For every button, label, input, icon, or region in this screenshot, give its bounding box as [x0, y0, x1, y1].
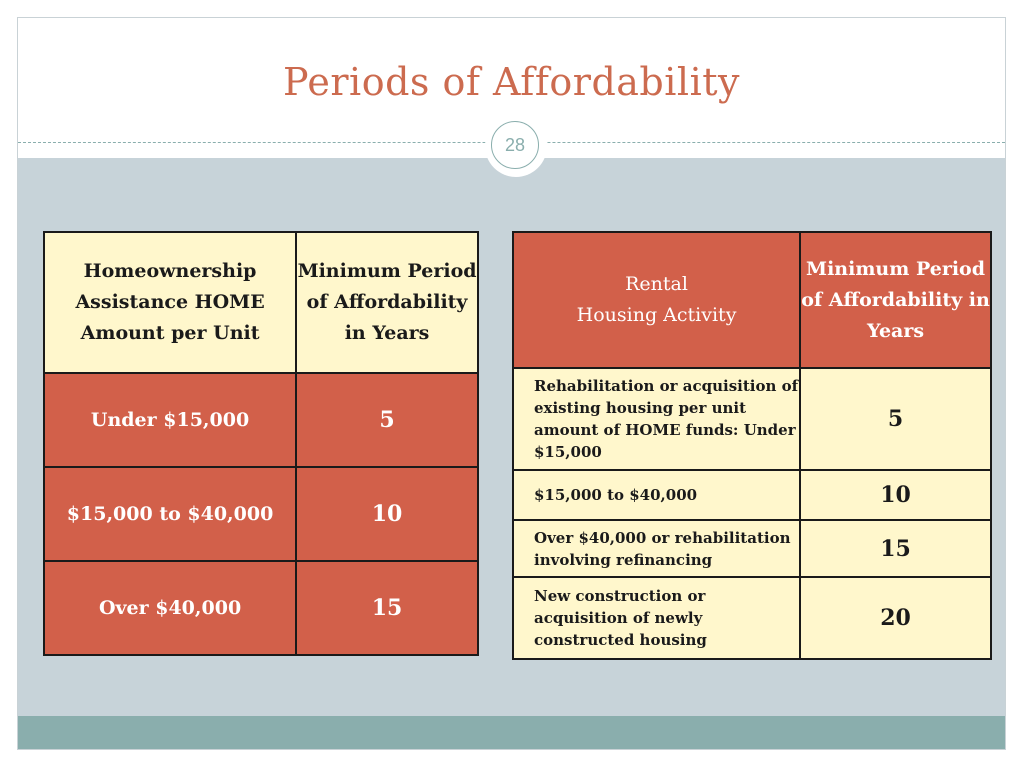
table-row: $15,000 to $40,000 10 — [42, 466, 479, 562]
rental-table: Rental Housing Activity Minimum Period o… — [511, 231, 992, 660]
table-row: New construction or acquisition of newly… — [511, 576, 992, 660]
years-cell: 20 — [799, 576, 992, 660]
years-cell: 10 — [295, 466, 479, 562]
page-number-badge: 28 — [485, 115, 547, 177]
header-rental-line1: Rental — [625, 273, 688, 295]
header-rental-activity: Rental Housing Activity — [511, 231, 802, 369]
table-header-row: Homeownership Assistance HOME Amount per… — [42, 231, 479, 374]
page-number: 28 — [491, 121, 539, 169]
table-row: Rehabilitation or acquisition of existin… — [511, 367, 992, 471]
header-rental-line2: Housing Activity — [576, 304, 737, 326]
activity-cell: New construction or acquisition of newly… — [511, 576, 802, 660]
amount-cell: Over $40,000 — [42, 560, 298, 656]
header-minimum-period: Minimum Period of Affordability in Years — [295, 231, 479, 374]
slide-title: Periods of Affordability — [283, 60, 740, 104]
slide: Periods of Affordability 28 Homeownershi… — [17, 17, 1006, 750]
years-cell: 15 — [799, 519, 992, 578]
table-row: Under $15,000 5 — [42, 372, 479, 468]
activity-cell: Over $40,000 or rehabilitation involving… — [511, 519, 802, 578]
header-amount-per-unit: Homeownership Assistance HOME Amount per… — [42, 231, 298, 374]
activity-cell: Rehabilitation or acquisition of existin… — [511, 367, 802, 471]
footer-band — [18, 716, 1005, 749]
years-cell: 5 — [295, 372, 479, 468]
table-header-row: Rental Housing Activity Minimum Period o… — [511, 231, 992, 369]
years-cell: 15 — [295, 560, 479, 656]
amount-cell: Under $15,000 — [42, 372, 298, 468]
activity-cell: $15,000 to $40,000 — [511, 469, 802, 521]
amount-cell: $15,000 to $40,000 — [42, 466, 298, 562]
years-cell: 5 — [799, 367, 992, 471]
table-row: Over $40,000 or rehabilitation involving… — [511, 519, 992, 578]
header-minimum-period: Minimum Period of Affordability in Years — [799, 231, 992, 369]
table-row: Over $40,000 15 — [42, 560, 479, 656]
homeownership-table: Homeownership Assistance HOME Amount per… — [42, 231, 479, 656]
table-row: $15,000 to $40,000 10 — [511, 469, 992, 521]
years-cell: 10 — [799, 469, 992, 521]
